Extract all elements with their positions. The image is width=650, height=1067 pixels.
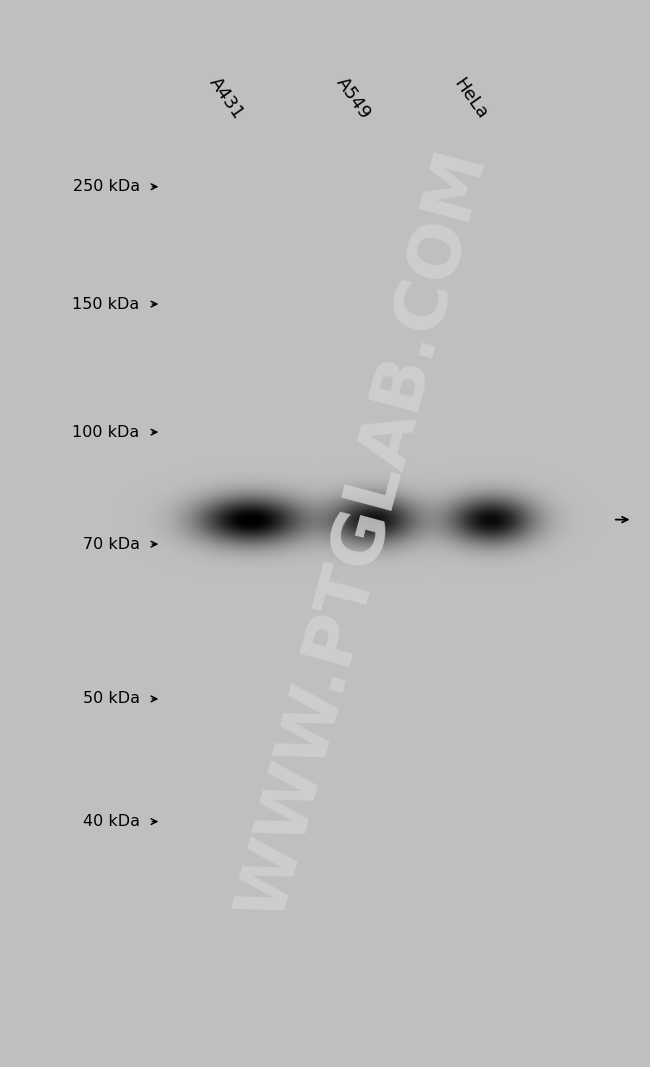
Text: A549: A549 (332, 74, 374, 123)
Text: 40 kDa: 40 kDa (83, 814, 140, 829)
Text: HeLa: HeLa (450, 75, 491, 123)
Text: 100 kDa: 100 kDa (73, 425, 140, 440)
Text: WWW.PTGLAB.COM: WWW.PTGLAB.COM (228, 142, 500, 925)
Text: 70 kDa: 70 kDa (83, 537, 140, 552)
Text: A431: A431 (205, 74, 247, 123)
Text: 50 kDa: 50 kDa (83, 691, 140, 706)
Text: 150 kDa: 150 kDa (73, 297, 140, 312)
Bar (159, 133, 621, 1040)
Text: 250 kDa: 250 kDa (73, 179, 140, 194)
